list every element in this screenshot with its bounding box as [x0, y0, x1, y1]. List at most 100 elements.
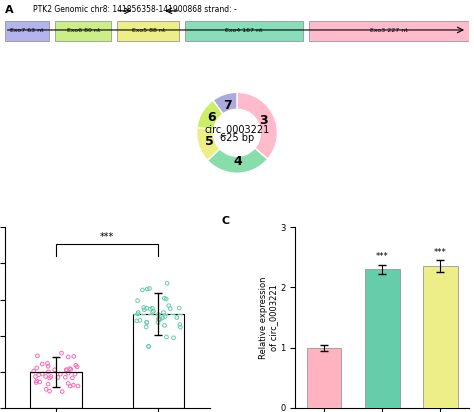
Point	[155, 316, 163, 323]
Point	[136, 317, 144, 324]
Point	[63, 366, 70, 373]
Point	[145, 343, 152, 349]
Point	[150, 308, 157, 314]
Point	[142, 324, 150, 330]
Point	[64, 380, 72, 387]
Point	[71, 371, 79, 377]
Point	[38, 361, 46, 368]
Point	[159, 314, 166, 321]
Text: C: C	[222, 216, 230, 226]
Point	[146, 306, 154, 312]
Point	[143, 319, 151, 325]
Point	[175, 305, 183, 311]
Point	[163, 334, 170, 340]
Point	[140, 304, 147, 311]
Point	[160, 309, 167, 316]
Point	[62, 374, 69, 381]
Point	[30, 368, 37, 375]
Point	[176, 321, 183, 328]
Text: Exo3 227 nt: Exo3 227 nt	[370, 28, 408, 33]
Point	[66, 383, 74, 389]
Point	[69, 375, 76, 381]
Point	[66, 365, 73, 372]
Point	[33, 365, 41, 371]
Point	[72, 362, 80, 368]
Point	[45, 369, 52, 375]
Text: Exo5 88 nt: Exo5 88 nt	[131, 28, 165, 33]
Text: ***: ***	[434, 248, 447, 257]
Point	[47, 373, 55, 380]
Point	[58, 388, 66, 395]
Bar	[365, 269, 400, 408]
Point	[44, 381, 52, 387]
Point	[139, 287, 146, 293]
Point	[161, 313, 169, 320]
Point	[161, 295, 168, 302]
Point	[134, 311, 142, 317]
Text: A: A	[5, 5, 13, 16]
Bar	[309, 21, 469, 41]
Point	[35, 372, 43, 378]
Bar	[55, 21, 111, 41]
Point	[70, 353, 78, 360]
Point	[58, 350, 65, 356]
Bar	[423, 267, 457, 408]
Point	[44, 360, 51, 367]
Point	[42, 373, 49, 380]
Bar	[117, 21, 179, 41]
Point	[51, 367, 58, 373]
Bar	[307, 348, 341, 408]
Point	[67, 366, 74, 372]
Point	[73, 363, 81, 370]
Point	[32, 373, 39, 380]
Point	[173, 314, 181, 321]
Point	[163, 296, 170, 302]
Point	[70, 382, 77, 389]
Point	[44, 363, 52, 370]
Point	[135, 309, 142, 316]
Point	[46, 375, 54, 381]
Point	[38, 371, 46, 377]
Bar	[185, 21, 303, 41]
Point	[33, 378, 41, 384]
Point	[146, 285, 153, 292]
Point	[42, 386, 50, 393]
Point	[54, 374, 62, 381]
Point	[166, 305, 174, 312]
Y-axis label: Relative expression
of circ_0003221: Relative expression of circ_0003221	[259, 276, 279, 359]
Point	[165, 302, 173, 309]
Point	[145, 343, 153, 350]
Point	[144, 286, 151, 292]
Point	[177, 324, 184, 330]
Point	[155, 316, 163, 322]
Point	[64, 370, 72, 377]
Point	[170, 335, 177, 341]
Point	[161, 322, 168, 329]
Point	[155, 311, 162, 318]
Point	[64, 353, 72, 360]
Bar	[30, 372, 82, 408]
Bar	[133, 314, 184, 408]
Point	[134, 297, 141, 304]
Point	[154, 319, 162, 326]
Point	[56, 371, 64, 377]
Point	[163, 280, 171, 287]
Point	[46, 388, 53, 394]
Text: Exo6 80 nt: Exo6 80 nt	[66, 28, 100, 33]
Point	[141, 307, 148, 313]
Point	[149, 309, 156, 316]
Text: ***: ***	[376, 252, 389, 261]
Text: PTK2 Genomic chr8: 141856358-141900868 strand: -: PTK2 Genomic chr8: 141856358-141900868 s…	[33, 5, 237, 14]
Bar	[5, 21, 49, 41]
Text: ***: ***	[100, 232, 114, 242]
Point	[74, 383, 82, 389]
Text: Exo7 63 nt: Exo7 63 nt	[10, 28, 44, 33]
Point	[33, 379, 40, 386]
Point	[36, 379, 44, 385]
Point	[133, 318, 140, 324]
Point	[156, 316, 164, 323]
Point	[148, 305, 156, 311]
Point	[143, 305, 151, 311]
Point	[63, 368, 70, 374]
Point	[34, 353, 41, 359]
